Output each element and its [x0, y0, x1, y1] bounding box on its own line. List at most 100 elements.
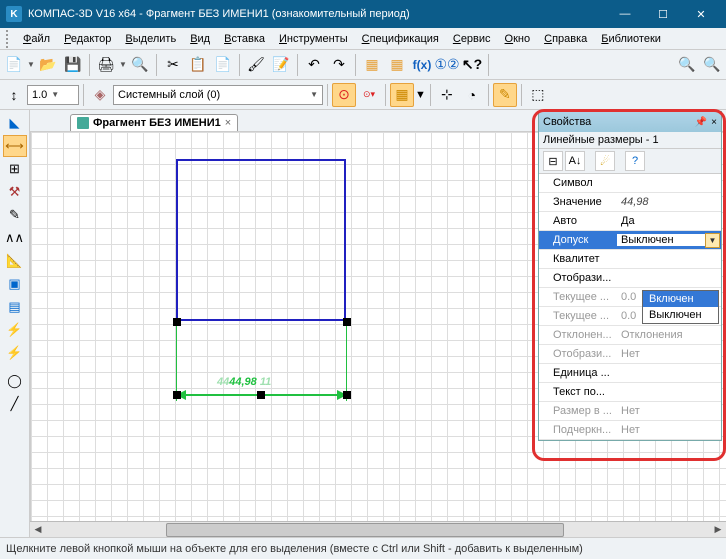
property-row[interactable]: Квалитет [539, 250, 721, 269]
filter-button[interactable]: ☄ [595, 151, 615, 171]
tool-select[interactable]: ▣ [3, 273, 27, 295]
scroll-left-icon[interactable]: ◀ [30, 522, 46, 537]
properties-titlebar[interactable]: Свойства 📌 × [539, 112, 721, 132]
paste-button[interactable]: 📄 [211, 53, 235, 77]
dimension-text[interactable]: 4444,98 11 [217, 372, 271, 390]
menu-редактор[interactable]: Редактор [57, 31, 118, 47]
snap-button[interactable]: ⊙ [332, 83, 356, 107]
properties-button[interactable]: 📝 [269, 53, 293, 77]
menu-выделить[interactable]: Выделить [118, 31, 183, 47]
tool-dimension[interactable]: ⟷ [3, 135, 27, 157]
property-row[interactable]: Отобрази... [539, 269, 721, 288]
print-button[interactable]: 🖨 [94, 53, 118, 77]
brush-button[interactable]: 🖌 [244, 53, 268, 77]
dropdown-option[interactable]: Выключен [643, 307, 718, 323]
layer-combo[interactable]: Системный слой (0)▼ [113, 85, 323, 105]
scroll-thumb[interactable] [166, 523, 564, 537]
close-panel-icon[interactable]: × [711, 117, 717, 128]
property-row[interactable]: ДопускВыключен▼ [539, 231, 721, 250]
menu-справка[interactable]: Справка [537, 31, 594, 47]
handle[interactable] [173, 318, 181, 326]
vars-button[interactable]: ①② [435, 53, 459, 77]
property-row[interactable]: Единица ... [539, 364, 721, 383]
property-value[interactable]: Отклонения [617, 329, 721, 341]
grid-button[interactable]: ▦ [390, 83, 414, 107]
property-row[interactable]: Отклонен...Отклонения [539, 326, 721, 345]
property-row[interactable]: Подчеркн...Нет [539, 421, 721, 440]
tool-line[interactable]: ╱ [3, 393, 27, 415]
minimize-button[interactable]: — [606, 0, 644, 28]
zoom-fit-button[interactable]: 🔍 [700, 53, 724, 77]
round-button[interactable]: ◔ [460, 83, 484, 107]
tool-edit[interactable]: ✎ [3, 204, 27, 226]
undo-button[interactable]: ↶ [302, 53, 326, 77]
menu-инструменты[interactable]: Инструменты [272, 31, 355, 47]
redo-button[interactable]: ↷ [327, 53, 351, 77]
misc-button[interactable]: ⬚ [526, 83, 550, 107]
categorize-button[interactable]: ⊟ [543, 151, 563, 171]
tool-spec[interactable]: ▤ [3, 296, 27, 318]
property-row[interactable]: Размер в ...Нет [539, 402, 721, 421]
handle[interactable] [257, 391, 265, 399]
menu-вид[interactable]: Вид [183, 31, 217, 47]
handle[interactable] [173, 391, 181, 399]
property-value[interactable]: Нет [617, 348, 721, 360]
dropdown-option[interactable]: Включен [643, 291, 718, 307]
property-value[interactable]: Нет [617, 424, 721, 436]
dropdown-arrow-icon[interactable]: ▼ [705, 233, 720, 248]
menu-вставка[interactable]: Вставка [217, 31, 272, 47]
property-row[interactable]: Символ [539, 174, 721, 193]
copy-button[interactable]: 📋 [186, 53, 210, 77]
library1-button[interactable]: ▦ [360, 53, 384, 77]
tolerance-dropdown[interactable]: Включен Выключен [642, 290, 719, 324]
menu-файл[interactable]: Файл [16, 31, 57, 47]
sort-button[interactable]: A↓ [565, 151, 585, 171]
help-arrow-button[interactable]: ↖? [460, 53, 484, 77]
property-value[interactable]: Нет [617, 405, 721, 417]
horizontal-scrollbar[interactable]: ◀ ▶ [30, 521, 726, 537]
tool-insert[interactable]: ⚡ [3, 342, 27, 364]
ortho-button[interactable]: ⊹ [435, 83, 459, 107]
property-value[interactable]: Выключен [617, 234, 705, 246]
menu-окно[interactable]: Окно [498, 31, 538, 47]
handle[interactable] [343, 391, 351, 399]
tab-close-icon[interactable]: × [225, 117, 231, 129]
zoom-in-button[interactable]: 🔍 [675, 53, 699, 77]
property-value[interactable]: Да [617, 215, 721, 227]
snap-menu-button[interactable]: ⊙▾ [357, 83, 381, 107]
menu-спецификация[interactable]: Спецификация [355, 31, 446, 47]
scroll-right-icon[interactable]: ▶ [710, 522, 726, 537]
menu-сервис[interactable]: Сервис [446, 31, 498, 47]
maximize-button[interactable]: ☐ [644, 0, 682, 28]
help-button[interactable]: ? [625, 151, 645, 171]
scale-icon[interactable]: ↕ [2, 83, 26, 107]
open-button[interactable]: 📂 [36, 53, 60, 77]
property-value[interactable]: 44,98 [617, 196, 721, 208]
blue-rectangle[interactable] [176, 159, 346, 321]
property-row[interactable]: АвтоДа [539, 212, 721, 231]
tool-params[interactable]: ∧∧ [3, 227, 27, 249]
construct-button[interactable]: ✎ [493, 83, 517, 107]
pin-icon[interactable]: 📌 [695, 117, 707, 128]
document-tab[interactable]: Фрагмент БЕЗ ИМЕНИ1 × [70, 114, 238, 131]
zoom-combo[interactable]: 1.0▼ [27, 85, 79, 105]
cut-button[interactable]: ✂ [161, 53, 185, 77]
tool-notation[interactable]: ⊞ [3, 158, 27, 180]
fx-button[interactable]: f(x) [410, 53, 434, 77]
grip-handle[interactable] [6, 30, 12, 48]
tool-measure[interactable]: 📐 [3, 250, 27, 272]
tool-construction[interactable]: ⚒ [3, 181, 27, 203]
close-button[interactable]: ✕ [682, 0, 720, 28]
layers-icon[interactable]: ◈ [88, 83, 112, 107]
save-button[interactable]: 💾 [61, 53, 85, 77]
library2-button[interactable]: ▦ [385, 53, 409, 77]
new-button[interactable]: 📄 [2, 53, 26, 77]
tool-circle[interactable]: ◯ [3, 370, 27, 392]
handle[interactable] [343, 318, 351, 326]
preview-button[interactable]: 🔍 [128, 53, 152, 77]
menu-библиотеки[interactable]: Библиотеки [594, 31, 668, 47]
property-row[interactable]: Значение44,98 [539, 193, 721, 212]
tool-geometry[interactable]: ◣ [3, 112, 27, 134]
property-row[interactable]: Текст по... [539, 383, 721, 402]
tool-reports[interactable]: ⚡ [3, 319, 27, 341]
